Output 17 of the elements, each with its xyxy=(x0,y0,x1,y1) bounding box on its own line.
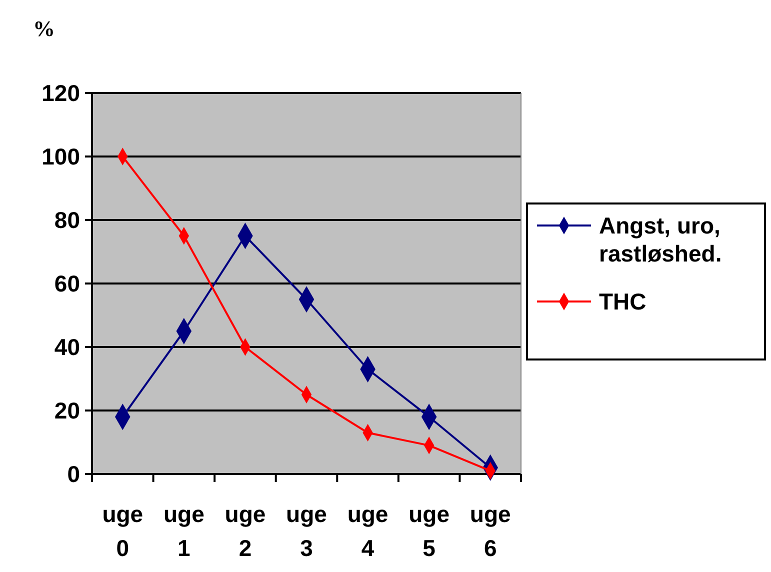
y-tick-label: 120 xyxy=(42,80,80,106)
x-tick-label: uge 1 xyxy=(163,501,204,561)
x-tick-label: uge 2 xyxy=(224,501,266,561)
y-axis-title: % xyxy=(33,16,55,41)
y-tick-label: 0 xyxy=(67,461,80,488)
x-tick-label: uge 0 xyxy=(102,501,144,561)
y-tick-label: 20 xyxy=(54,398,80,424)
x-tick-label: uge 6 xyxy=(470,501,511,561)
x-tick-label: uge 3 xyxy=(286,501,327,561)
y-tick-label: 60 xyxy=(54,270,80,297)
y-tick-label: 100 xyxy=(42,144,80,170)
y-tick-label: 80 xyxy=(54,207,80,234)
x-tick-label: uge 4 xyxy=(347,501,388,561)
y-tick-label: 40 xyxy=(54,334,80,360)
legend-label: THC xyxy=(599,288,646,314)
legend-label: Angst, uro, rastløshed. xyxy=(599,212,722,266)
x-tick-label: uge 5 xyxy=(408,501,450,561)
